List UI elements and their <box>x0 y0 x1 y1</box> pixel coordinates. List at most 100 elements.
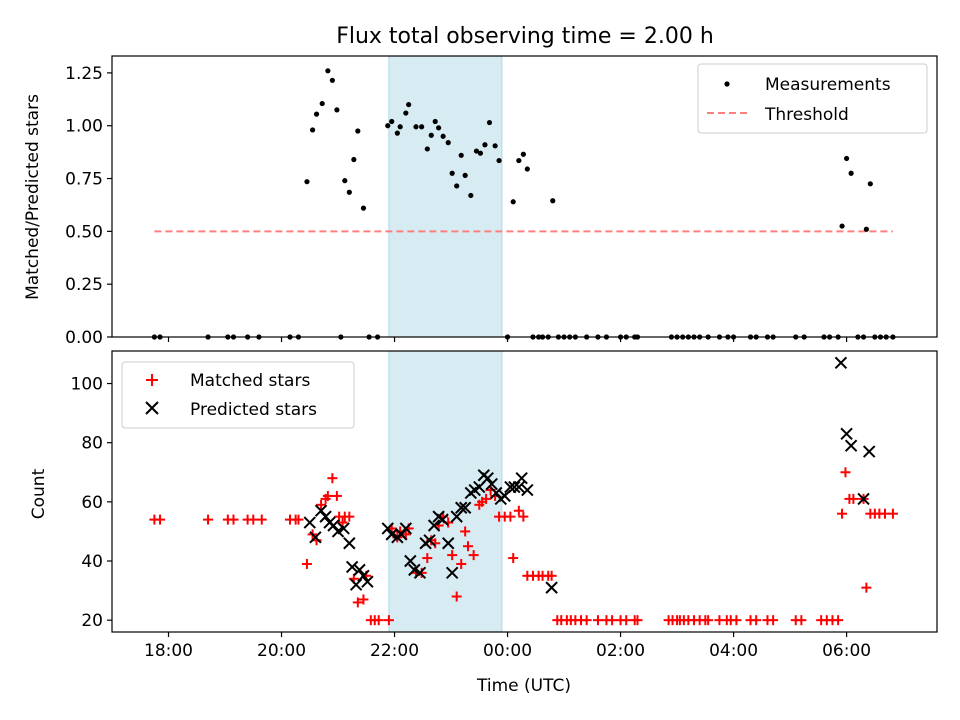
measurement-point <box>848 170 854 176</box>
matched-star-point <box>887 508 898 519</box>
measurement-point <box>839 223 845 229</box>
matched-star-point <box>592 615 603 626</box>
predicted-star-stroke <box>404 554 417 568</box>
predicted-star-point <box>862 445 876 458</box>
predicted-star-point <box>445 566 459 580</box>
predicted-star-stroke <box>834 356 848 370</box>
matched-star-point <box>228 514 239 525</box>
matched-star-point <box>447 550 458 561</box>
predicted-star-point <box>498 489 511 503</box>
x-tick-label: 06:00 <box>822 641 871 661</box>
predicted-star-point <box>345 560 359 574</box>
top-y-tick-label: 0.25 <box>65 275 103 295</box>
top-y-ticks: 0.00 0.25 0.50 0.75 1.00 1.25 <box>65 64 112 348</box>
measurement-point <box>520 151 526 157</box>
top-y-tick-label: 1.25 <box>65 64 103 84</box>
predicted-star-stroke <box>343 537 356 550</box>
bottom-y-ticks: 20 40 60 80 100 <box>71 375 112 631</box>
measurement-point <box>492 143 498 149</box>
predicted-star-point <box>427 519 441 532</box>
x-tick-label: 20:00 <box>257 641 306 661</box>
chart-title: Flux total observing time = 2.00 h <box>336 24 714 49</box>
matched-star-point <box>383 615 394 626</box>
predicted-star-point <box>521 483 534 497</box>
predicted-star-stroke <box>319 510 332 523</box>
matched-star-point <box>518 511 529 522</box>
matched-star-point <box>837 508 848 519</box>
predicted-star-stroke <box>445 566 459 580</box>
predicted-star-stroke <box>481 471 494 485</box>
predicted-star-stroke <box>857 492 870 506</box>
predicted-star-point <box>404 554 417 568</box>
matched-star-point <box>607 615 618 626</box>
predicted-star-point <box>309 531 322 544</box>
x-axis-label: Time (UTC) <box>476 676 571 696</box>
predicted-star-stroke <box>455 501 468 514</box>
matched-star-point <box>751 615 762 626</box>
matched-star-point <box>508 553 519 564</box>
measurement-point <box>445 140 451 146</box>
legend-predicted-marker <box>145 401 159 415</box>
measurement-point <box>406 101 412 108</box>
x-tick-label: 18:00 <box>144 641 193 661</box>
measurement-point <box>496 157 502 164</box>
predicted-star-stroke <box>385 528 398 541</box>
predicted-star-stroke <box>844 439 858 452</box>
matched-star-point <box>301 558 312 569</box>
matched-star-point <box>256 514 267 525</box>
x-tick-label: 22:00 <box>370 641 419 661</box>
predicted-star-stroke <box>498 489 511 503</box>
predicted-star-stroke <box>442 537 455 550</box>
predicted-star-point <box>357 569 370 583</box>
measurement-point <box>304 179 310 185</box>
matched-star-point <box>155 514 166 525</box>
top-y-tick-label: 0.75 <box>65 170 103 190</box>
count-panel: 20 40 60 80 100 18:00 20:00 22:00 00:00 02:00 04:… <box>29 350 938 696</box>
measurement-point <box>403 110 409 116</box>
predicted-star-point <box>381 522 394 535</box>
matched-star-point <box>833 615 844 626</box>
bottom-y-tick-label: 40 <box>81 552 103 572</box>
predicted-star-point <box>413 566 427 580</box>
predicted-star-point <box>399 522 413 535</box>
predicted-star-point <box>545 581 558 594</box>
predicted-star-point <box>481 471 494 485</box>
predicted-star-point <box>508 480 521 494</box>
top-y-tick-label: 0.00 <box>65 328 103 348</box>
top-y-axis-label: Matched/Predicted stars <box>23 94 43 300</box>
measurement-point <box>394 130 400 136</box>
legend-matched-label: Matched stars <box>190 371 310 391</box>
x-tick-label: 02:00 <box>596 641 645 661</box>
predicted-star-point <box>485 477 498 491</box>
measurement-point <box>360 205 367 211</box>
predicted-star-stroke <box>353 563 366 577</box>
predicted-star-point <box>834 356 848 370</box>
measurement-point <box>473 148 480 154</box>
matched-star-point <box>840 467 851 478</box>
measurement-point <box>389 118 395 125</box>
predicted-star-stroke <box>349 578 363 591</box>
predicted-star-point <box>337 522 350 535</box>
x-tick-label: 00:00 <box>483 641 532 661</box>
top-legend-box <box>697 63 928 134</box>
measurement-point <box>428 132 434 138</box>
matched-star-point <box>848 493 859 504</box>
predicted-star-point <box>361 575 374 588</box>
measurement-point <box>319 100 325 107</box>
predicted-star-stroke <box>862 445 876 458</box>
legend-threshold-label: Threshold <box>764 105 849 125</box>
predicted-star-point <box>436 513 449 526</box>
top-axes-frame <box>111 55 938 338</box>
matched-star-point <box>293 514 304 525</box>
matched-star-point <box>513 505 524 516</box>
matched-star-point <box>861 582 872 593</box>
predicted-star-stroke <box>458 501 472 514</box>
predicted-star-stroke <box>303 516 316 529</box>
matched-star-point <box>422 553 433 564</box>
matched-star-point <box>203 514 214 525</box>
predicted-star-stroke <box>345 560 359 574</box>
predicted-star-stroke <box>515 471 528 485</box>
measurement-point <box>325 68 331 74</box>
measurement-point <box>477 150 484 156</box>
measurement-point <box>397 124 403 130</box>
